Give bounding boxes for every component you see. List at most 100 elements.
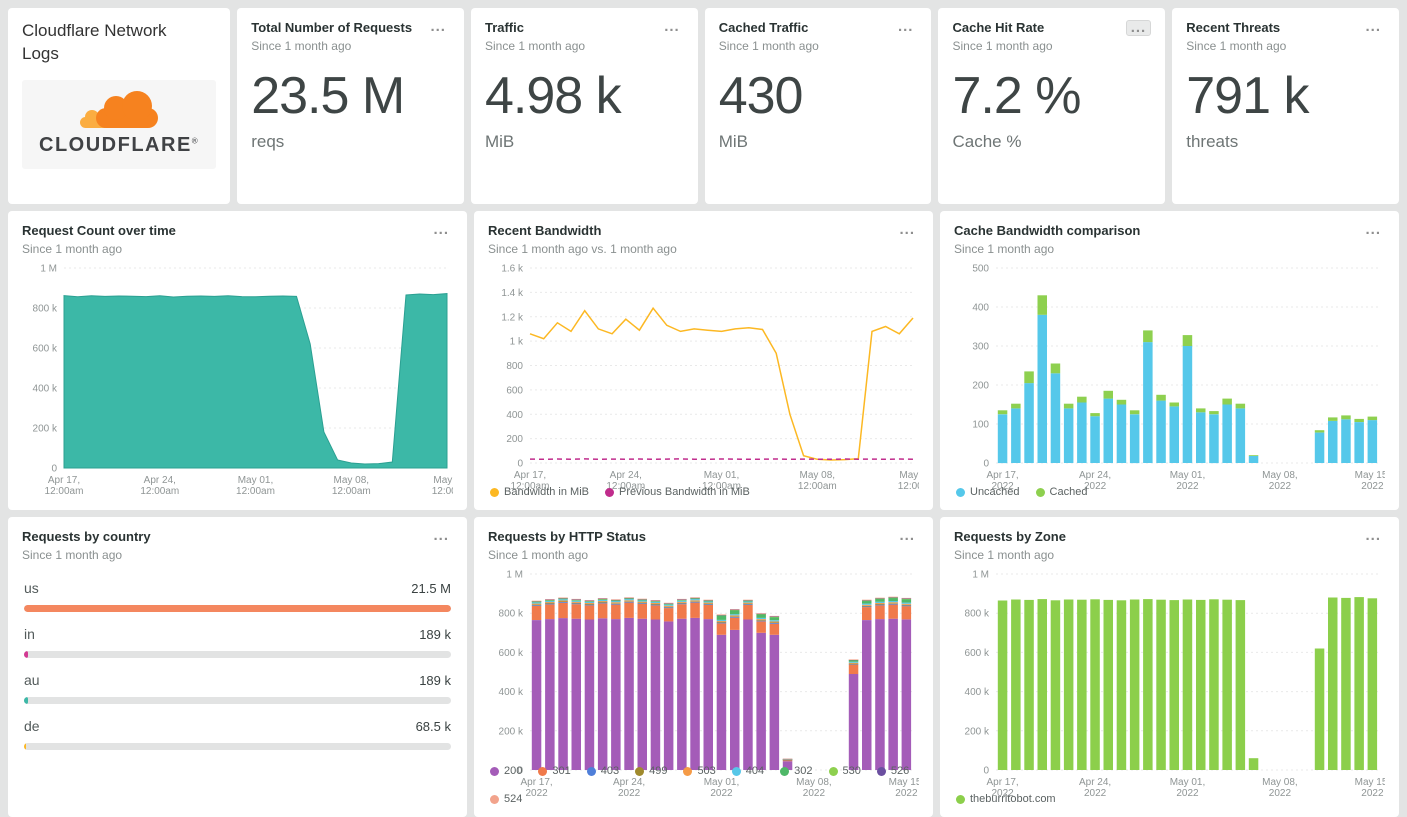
svg-text:800: 800: [506, 361, 523, 372]
recent-bandwidth-line-chart[interactable]: 0 200 400 600 800 1 k 1.2 k 1.4 k 1.6 k Apr 17, 12…: [484, 260, 928, 493]
svg-text:May 01,12:00am: May 01, 12:00am: [236, 475, 275, 497]
requests-by-http-status-card: Requests by HTTP Status Since 1 month ag…: [474, 517, 933, 817]
country-bar-fill: [24, 605, 451, 613]
svg-text:200 k: 200 k: [33, 424, 58, 435]
card-menu-button[interactable]: ...: [660, 19, 684, 34]
card-menu-button[interactable]: ...: [429, 528, 453, 543]
card-menu-button[interactable]: ...: [1361, 19, 1385, 34]
kpi-recent-threats: Recent Threats Since 1 month ago ... 791…: [1172, 8, 1399, 204]
svg-text:Apr 24,2022: Apr 24, 2022: [1079, 777, 1111, 799]
recent-bandwidth-legend: Bandwidth in MiB Previous Bandwidth in Mi…: [488, 481, 919, 498]
charts-row-1: Request Count over time Since 1 month ag…: [8, 211, 1399, 510]
card-subtitle: Since 1 month ago vs. 1 month ago: [488, 242, 677, 257]
country-bar-track: [24, 651, 451, 659]
kpi-value: 430: [718, 67, 804, 126]
legend-dot: [876, 766, 886, 776]
svg-text:May 08,2022: May 08, 2022: [1262, 470, 1298, 492]
card-menu-button[interactable]: ...: [429, 222, 453, 237]
svg-text:200: 200: [972, 381, 989, 392]
card-subtitle: Since 1 month ago: [1186, 39, 1287, 54]
svg-text:400 k: 400 k: [965, 687, 990, 698]
legend-dot: [490, 766, 499, 776]
svg-text:0: 0: [517, 766, 523, 777]
svg-text:500: 500: [972, 264, 989, 275]
cloudflare-logo: CLOUDFLARE®: [22, 79, 217, 169]
svg-text:1 M: 1 M: [40, 264, 57, 275]
card-subtitle: Since 1 month ago: [952, 39, 1053, 54]
kpi-row: Cloudflare Network Logs CLOUDFLARE® Tota…: [8, 8, 1399, 204]
legend-item-302[interactable]: 302: [780, 765, 813, 777]
cloudflare-wordmark: CLOUDFLARE®: [39, 133, 200, 156]
legend-item-theburritobot.com[interactable]: theburritobot.com: [956, 793, 1056, 805]
http-status-bar-chart[interactable]: 0 200 k 400 k 600 k 800 k 1 M Apr 17, 2022 Apr 2…: [484, 566, 925, 800]
legend-item-404[interactable]: 404: [731, 765, 764, 777]
svg-text:May 08,12:00am: May 08, 12:00am: [332, 475, 371, 497]
svg-text:400: 400: [972, 303, 989, 314]
card-menu-button[interactable]: ...: [895, 528, 919, 543]
country-row-in[interactable]: in 189 k: [22, 614, 453, 660]
svg-text:0: 0: [983, 459, 989, 470]
legend-item-403[interactable]: 403: [586, 765, 619, 777]
legend-dot: [1035, 487, 1045, 497]
legend-item-526[interactable]: 526: [876, 765, 909, 777]
legend-item-uncached[interactable]: Uncached: [956, 486, 1020, 498]
kpi-value: 4.98 k: [484, 67, 622, 126]
chart-svg: 0 200 400 600 800 1 k 1.2 k 1.4 k 1.6 k Apr 17, 12…: [501, 264, 928, 493]
legend-dot: [490, 794, 499, 804]
legend-item-530[interactable]: 530: [828, 765, 861, 777]
card-subtitle: Since 1 month ago: [22, 242, 123, 257]
svg-text:800 k: 800 k: [33, 304, 58, 315]
chart-svg: 0 200 k 400 k 600 k 800 k 1 M Apr 17, 12:00am Ap…: [33, 264, 463, 498]
card-menu-button[interactable]: ...: [1361, 222, 1385, 237]
legend-item-503[interactable]: 503: [683, 765, 716, 777]
card-menu-button[interactable]: ...: [895, 222, 919, 237]
legend-item-previous-bandwidth-in-mib[interactable]: Previous Bandwidth in MiB: [605, 486, 750, 498]
card-menu-button[interactable]: ...: [894, 19, 918, 34]
country-row-us[interactable]: us 21.5 M: [22, 568, 453, 614]
legend-dot: [605, 487, 614, 497]
svg-text:1 k: 1 k: [510, 337, 524, 348]
card-menu-button[interactable]: ...: [1361, 528, 1385, 543]
svg-text:Apr 17,2022: Apr 17, 2022: [520, 777, 552, 799]
card-subtitle: Since 1 month ago: [488, 548, 589, 563]
legend-item-499[interactable]: 499: [635, 765, 667, 777]
svg-text:Apr 17,2022: Apr 17, 2022: [986, 777, 1018, 799]
zone-bar-chart[interactable]: 0 200 k 400 k 600 k 800 k 1 M Apr 17, 2022 Apr 2…: [950, 566, 1391, 800]
svg-text:Apr 17,12:00am: Apr 17, 12:00am: [45, 475, 84, 497]
svg-text:May 01,12:00am: May 01, 12:00am: [702, 470, 741, 492]
country-row-au[interactable]: au 189 k: [22, 660, 453, 706]
legend-item-cached[interactable]: Cached: [1035, 486, 1087, 498]
svg-text:200: 200: [506, 434, 523, 445]
svg-text:600: 600: [506, 386, 523, 397]
legend-item-524[interactable]: 524: [490, 793, 522, 805]
legend-item-301[interactable]: 301: [538, 765, 571, 777]
http-status-legend: 200 301 403 499 503 404 302 530 526 524: [488, 760, 919, 805]
country-label: de: [24, 718, 40, 735]
svg-text:May 01,2022: May 01, 2022: [1170, 470, 1206, 492]
kpi-value: 791 k: [1186, 67, 1309, 126]
legend-dot: [635, 766, 645, 776]
legend-item-bandwidth-in-mib[interactable]: Bandwidth in MiB: [490, 486, 589, 498]
country-row-de[interactable]: de 68.5 k: [22, 706, 453, 752]
svg-text:May 01,2022: May 01, 2022: [704, 777, 740, 799]
requests-by-country-card: Requests by country Since 1 month ago ..…: [8, 517, 467, 817]
svg-text:May 15,2022: May 15,2022: [1355, 777, 1385, 799]
legend-dot: [586, 766, 596, 776]
svg-text:600 k: 600 k: [33, 344, 58, 355]
svg-text:200 k: 200 k: [499, 727, 524, 738]
kpi-cache-hit-rate: Cache Hit Rate Since 1 month ago ... 7.2…: [938, 8, 1166, 204]
svg-text:1.4 k: 1.4 k: [501, 288, 524, 299]
cache-bandwidth-bar-chart[interactable]: 0 100 200 300 400 500 Apr 17, 2022 Apr 24, 2022 Ma…: [950, 260, 1390, 493]
svg-text:May 08,2022: May 08, 2022: [796, 777, 832, 799]
svg-text:600 k: 600 k: [499, 648, 524, 659]
chart-svg: 0 200 k 400 k 600 k 800 k 1 M Apr 17, 2022 Apr 2…: [965, 570, 1391, 800]
card-menu-button[interactable]: ...: [1125, 20, 1152, 36]
legend-dot: [683, 766, 693, 776]
legend-item-200[interactable]: 200: [490, 765, 522, 777]
card-title: Cache Hit Rate: [952, 20, 1045, 35]
kpi-unit: Cache %: [952, 131, 1022, 151]
request-count-area-chart[interactable]: 0 200 k 400 k 600 k 800 k 1 M Apr 17, 12:00am Ap…: [18, 260, 463, 498]
card-menu-button[interactable]: ...: [426, 19, 450, 34]
card-title: Requests by HTTP Status: [488, 529, 646, 544]
svg-text:400 k: 400 k: [499, 687, 524, 698]
